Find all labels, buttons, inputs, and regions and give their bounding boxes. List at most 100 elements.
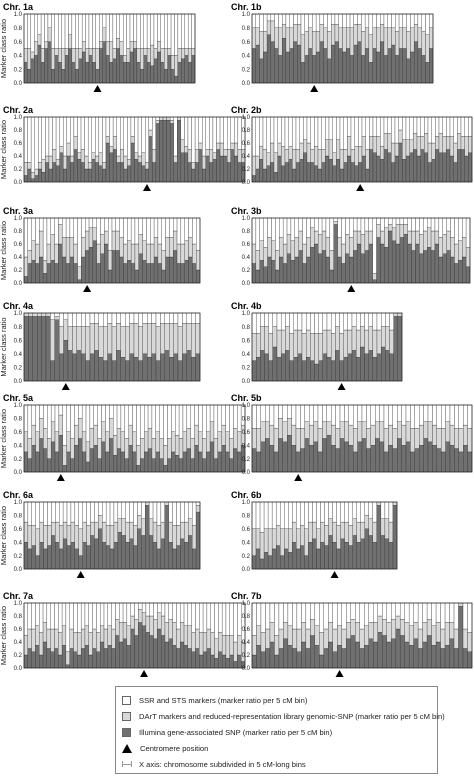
bar-ssr — [280, 501, 285, 529]
bar-illumina — [81, 353, 86, 382]
bar-ssr — [297, 13, 302, 25]
bar-ssr — [103, 602, 109, 630]
bar-dart — [177, 48, 182, 63]
bar-illumina — [209, 162, 214, 183]
bar-dart — [369, 136, 374, 150]
bar-dart — [270, 20, 275, 42]
bar-ssr — [349, 13, 354, 28]
bar-ssr — [462, 602, 468, 630]
bar-dart — [119, 237, 124, 258]
bar-dart — [212, 152, 217, 160]
y-tick-label: 1.0 — [14, 500, 23, 506]
bar-dart — [383, 133, 388, 150]
bar-ssr — [460, 116, 465, 137]
legend-item-dart: DArT markers and reduced-representation … — [122, 710, 445, 723]
bar-illumina — [353, 451, 358, 473]
bar-ssr — [98, 312, 104, 327]
bar-illumina — [308, 542, 313, 570]
bar-ssr — [31, 501, 36, 526]
plot-frame — [251, 116, 473, 183]
bar-ssr — [368, 602, 374, 623]
bar-illumina — [23, 276, 29, 284]
bar-ssr — [136, 404, 141, 446]
bar-illumina — [186, 448, 191, 473]
bar-illumina — [165, 256, 170, 284]
bar-illumina — [373, 641, 378, 669]
bar-dart — [180, 139, 185, 153]
bar-illumina — [302, 263, 307, 284]
bar-illumina — [92, 648, 97, 669]
bar-ssr — [71, 13, 76, 49]
bar-dart — [282, 243, 288, 264]
bar-ssr — [126, 602, 131, 626]
bar-dart — [120, 326, 126, 358]
bar-dart — [205, 149, 210, 157]
bar-illumina — [394, 155, 399, 183]
y-tick-label: 0.6 — [14, 430, 23, 436]
bar-ssr — [123, 217, 128, 245]
bar-illumina — [23, 654, 28, 669]
bar-ssr — [338, 13, 343, 28]
bar-ssr — [386, 602, 392, 623]
bar-ssr — [209, 404, 215, 422]
bar-illumina — [73, 263, 78, 284]
bar-illumina — [422, 641, 428, 669]
bar-dart — [444, 622, 450, 646]
bar-dart — [109, 146, 114, 153]
bar-illumina — [287, 434, 292, 473]
bar-ssr — [168, 602, 173, 620]
bar-ssr — [35, 404, 40, 432]
bar-dart — [225, 635, 230, 659]
plot-frame — [251, 217, 471, 284]
bar-ssr — [317, 116, 322, 150]
bar-ssr — [337, 602, 342, 626]
bar-dart — [58, 48, 62, 63]
bar-illumina — [312, 538, 317, 570]
bar-ssr — [364, 602, 369, 626]
bar-illumina — [95, 162, 100, 183]
y-tick-label: 0.4 — [14, 443, 23, 449]
bar-dart — [58, 414, 63, 436]
bar-illumina — [361, 55, 366, 84]
bar-illumina — [37, 44, 42, 84]
bar-ssr — [328, 501, 333, 519]
bar-ssr — [326, 312, 332, 331]
bar-dart — [186, 323, 192, 351]
bar-dart — [338, 27, 343, 49]
y-tick-label: 0.6 — [14, 527, 23, 533]
bar-dart — [218, 632, 223, 652]
bar-ssr — [360, 501, 365, 523]
bar-ssr — [137, 116, 142, 157]
bar-illumina — [263, 51, 268, 84]
bar-dart — [51, 521, 56, 536]
bar-illumina — [157, 263, 162, 284]
bar-ssr — [234, 116, 239, 144]
bar-illumina — [395, 628, 401, 669]
bar-ssr — [199, 602, 204, 633]
bar-dart — [365, 149, 370, 170]
bar-ssr — [59, 116, 64, 147]
bar-ssr — [458, 404, 464, 429]
bar-dart — [353, 24, 358, 46]
bar-dart — [28, 312, 33, 317]
bar-illumina — [402, 48, 407, 84]
bar-illumina — [82, 542, 87, 570]
bar-illumina — [138, 253, 143, 284]
y-tick-label: 0.0 — [14, 567, 23, 573]
bar-ssr — [312, 501, 317, 523]
bar-ssr — [181, 13, 185, 49]
bar-illumina — [32, 316, 38, 382]
bar-dart — [41, 312, 47, 317]
bar-illumina — [23, 451, 29, 473]
bar-dart — [251, 243, 257, 264]
bar-illumina — [168, 638, 173, 669]
bar-illumina — [306, 256, 311, 284]
bar-illumina — [325, 256, 331, 284]
bar-illumina — [317, 168, 322, 183]
bar-dart — [464, 136, 469, 157]
bar-ssr — [70, 501, 76, 523]
bar-dart — [415, 230, 420, 245]
bar-ssr — [312, 13, 317, 32]
bar-dart — [80, 149, 85, 163]
bar-illumina — [427, 162, 432, 183]
